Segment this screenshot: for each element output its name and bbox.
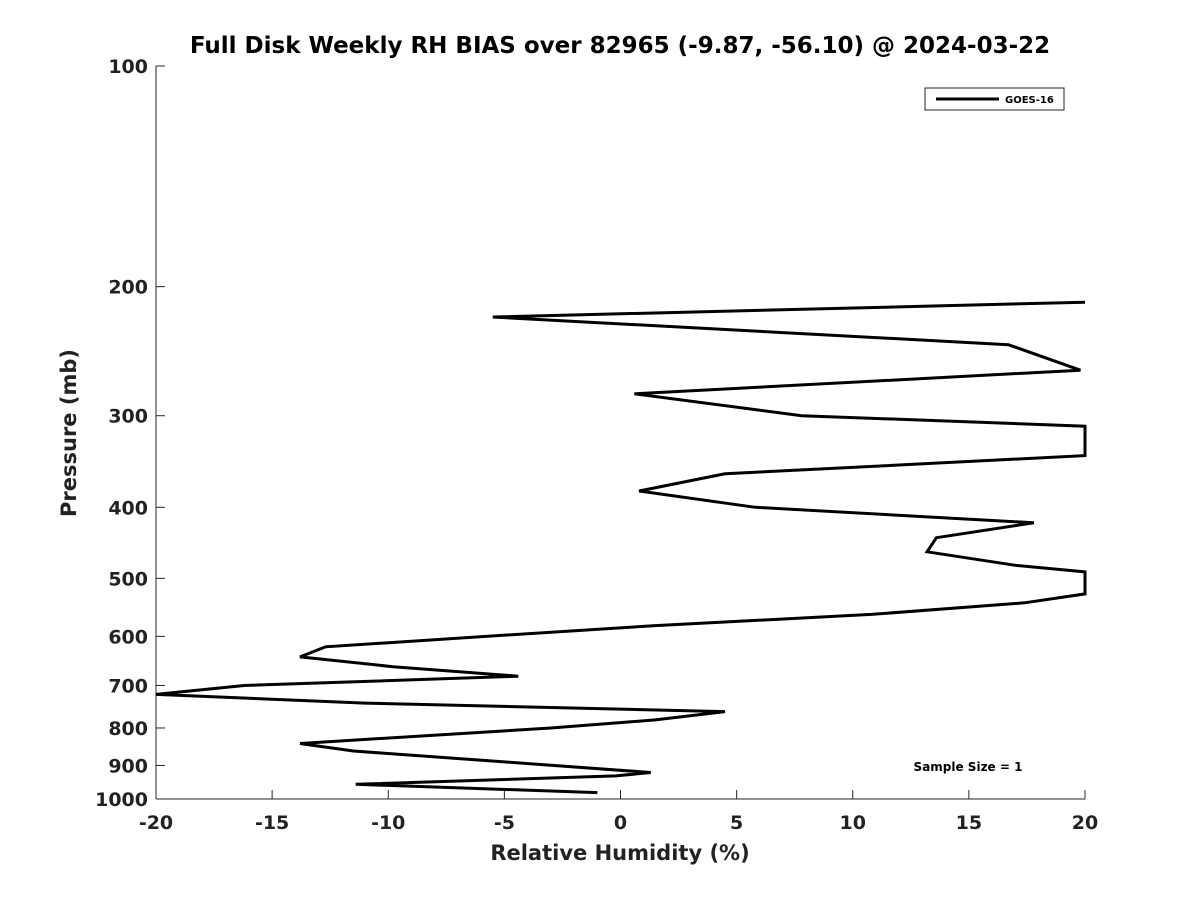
- plot-area: -20 -15 -10 -5 0 5 10 15 20 100 200 300 400 500 600 700…: [95, 56, 1098, 834]
- x-tick-label: 20: [1072, 812, 1098, 834]
- y-tick-label: 900: [108, 755, 148, 777]
- x-tick-label: 5: [730, 812, 743, 834]
- y-tick-label: 500: [108, 568, 148, 590]
- series-line: [155, 300, 1087, 795]
- y-tick-label: 800: [108, 718, 148, 740]
- x-tick-label: -10: [371, 812, 405, 834]
- x-tick-label: 10: [840, 812, 866, 834]
- y-tick-label: 600: [108, 626, 148, 648]
- x-tick-label: -15: [255, 812, 289, 834]
- x-axis-label: Relative Humidity (%): [490, 841, 749, 865]
- x-tick-label: 15: [956, 812, 982, 834]
- legend: GOES-16: [924, 87, 1065, 111]
- y-tick-label: 300: [108, 406, 148, 428]
- x-tick-label: 0: [614, 812, 627, 834]
- x-tick-label: -5: [494, 812, 515, 834]
- y-tick-label: 1000: [95, 789, 148, 811]
- y-tick-label: 700: [108, 675, 148, 697]
- chart-title: Full Disk Weekly RH BIAS over 82965 (-9.…: [190, 33, 1050, 59]
- legend-label: GOES-16: [1005, 95, 1054, 106]
- y-tick-label: 100: [108, 56, 148, 78]
- sample-size-annotation: Sample Size = 1: [914, 760, 1023, 774]
- y-tick-label: 200: [108, 277, 148, 299]
- y-axis-label: Pressure (mb): [57, 349, 81, 517]
- x-tick-label: -20: [139, 812, 173, 834]
- y-tick-label: 400: [108, 497, 148, 519]
